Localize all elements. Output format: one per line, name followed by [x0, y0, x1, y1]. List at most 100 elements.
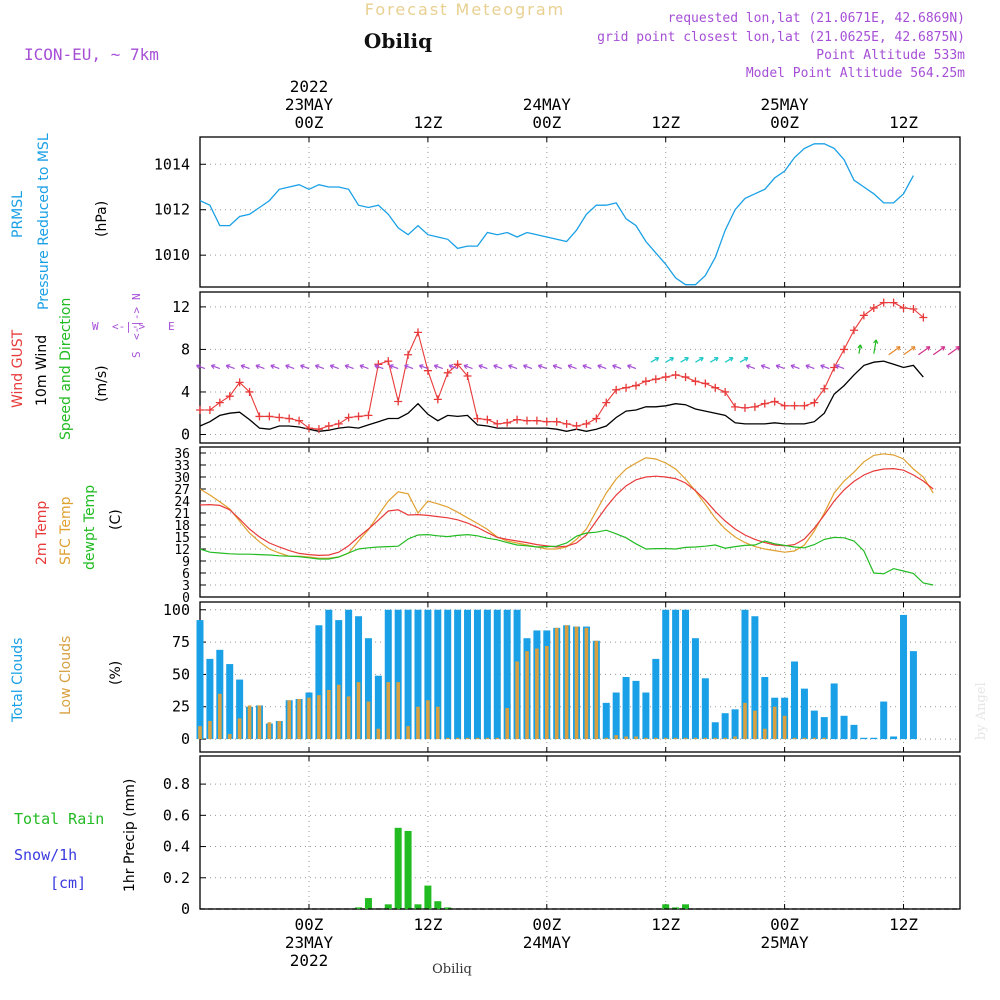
- wind-arrow: [463, 364, 473, 370]
- top-day-label-d23: 23MAY: [285, 95, 334, 114]
- gust-marker: [820, 384, 829, 393]
- bar-low-clouds: [336, 684, 341, 740]
- wind-arrow: [508, 364, 518, 370]
- wind-arrow: [724, 357, 734, 363]
- ytick-label: 75: [172, 633, 190, 651]
- bar-low-clouds: [525, 651, 529, 740]
- bottom-hour-label-h12a: 12Z: [413, 915, 442, 934]
- ytick-label: 0: [181, 900, 190, 918]
- wind-arrow: [359, 364, 369, 370]
- wind-arrow: [300, 364, 310, 370]
- bar-total-clouds: [206, 658, 214, 740]
- gust-marker: [780, 401, 789, 410]
- ytick-label: 12: [172, 298, 190, 316]
- wind-arrowhead: [285, 364, 290, 369]
- gust-marker: [671, 370, 680, 379]
- gust-marker: [552, 417, 561, 426]
- bar-total-clouds: [751, 616, 759, 740]
- top-hour-label-h12b: 12Z: [651, 113, 680, 132]
- bar-low-clouds: [327, 689, 331, 740]
- bar-total-clouds: [810, 710, 818, 740]
- gust-marker: [602, 398, 611, 407]
- wind-arrow: [680, 357, 689, 363]
- gust-marker: [384, 357, 393, 366]
- gust-marker: [542, 417, 551, 426]
- bar-rain: [434, 901, 442, 909]
- temp-unit: (C): [108, 509, 124, 530]
- bar-low-clouds: [317, 695, 321, 740]
- gust-marker: [701, 379, 710, 388]
- prmsl-label: PRMSL: [10, 191, 26, 238]
- gust-marker: [334, 419, 343, 428]
- dew-label: dewpt Temp: [82, 485, 98, 570]
- wind-arrowhead: [582, 364, 587, 369]
- ytick-label: 0.2: [163, 869, 190, 887]
- ytick-label: 100: [163, 601, 190, 619]
- gust-marker: [919, 313, 928, 322]
- ytick-label: 24: [174, 495, 190, 510]
- bottom-year-label-d23: 2022: [290, 951, 329, 970]
- bar-low-clouds: [723, 737, 727, 740]
- bar-low-clouds: [356, 682, 361, 740]
- total-clouds-label: Total Clouds: [10, 638, 26, 723]
- location-title: Obiliq: [364, 29, 432, 53]
- gust-marker: [790, 401, 799, 410]
- bar-total-clouds: [791, 661, 799, 740]
- wind-arrow: [709, 357, 719, 363]
- bar-total-clouds: [464, 609, 472, 740]
- bottom-hour-label-d24: 00Z: [532, 915, 561, 934]
- bar-low-clouds: [792, 737, 797, 740]
- bar-rain: [672, 907, 680, 909]
- bar-total-clouds: [355, 616, 363, 740]
- bar-rain: [414, 904, 422, 909]
- bar-low-clouds: [396, 682, 400, 740]
- bar-low-clouds: [436, 706, 440, 740]
- bar-low-clouds: [822, 737, 827, 740]
- bar-total-clouds: [434, 609, 442, 740]
- watermark: by Angel: [974, 682, 989, 740]
- bar-low-clouds: [465, 737, 470, 740]
- wind-arrow: [746, 364, 756, 370]
- bar-low-clouds: [416, 706, 420, 740]
- bar-low-clouds: [227, 733, 232, 740]
- top-hour-label-h12c: 12Z: [889, 113, 918, 132]
- gust-marker: [810, 398, 819, 407]
- bar-low-clouds: [515, 661, 519, 740]
- wind-arrow: [567, 364, 577, 370]
- gust-marker: [354, 412, 363, 421]
- footer-location: Obiliq: [432, 962, 472, 977]
- wind-arrow: [211, 364, 221, 370]
- gust-marker: [711, 383, 720, 392]
- compass-north: N: [130, 293, 143, 300]
- wind-arrow: [932, 346, 946, 356]
- ytick-label: 1014: [154, 155, 190, 173]
- wind-arrowhead: [433, 364, 439, 369]
- gust-marker: [196, 406, 204, 415]
- wind-arrow: [918, 346, 931, 356]
- bar-low-clouds: [782, 715, 787, 740]
- bar-total-clouds: [315, 625, 323, 740]
- bar-rain: [394, 827, 402, 909]
- wind-arrow: [612, 364, 622, 370]
- bar-low-clouds: [554, 627, 559, 740]
- wind-arrow: [255, 364, 265, 370]
- wind-arrow: [582, 364, 592, 370]
- panel-wind: 0 4 8 12: [172, 291, 961, 444]
- bar-low-clouds: [366, 701, 371, 740]
- wind-arrowhead: [654, 357, 660, 362]
- wind-arrowhead: [745, 364, 751, 369]
- bar-low-clouds: [743, 702, 747, 740]
- gust-marker: [304, 424, 313, 433]
- ytick-label: 8: [181, 340, 190, 358]
- gust-marker: [235, 378, 244, 387]
- wind-arrowhead: [760, 364, 766, 369]
- bar-total-clouds: [473, 609, 481, 740]
- wind-arrowhead: [552, 364, 558, 369]
- bottom-hour-label-h12c: 12Z: [889, 915, 918, 934]
- bar-total-clouds: [226, 664, 234, 740]
- gust-marker: [205, 406, 214, 415]
- bar-total-clouds: [840, 715, 848, 740]
- ytick-label: 25: [172, 698, 190, 716]
